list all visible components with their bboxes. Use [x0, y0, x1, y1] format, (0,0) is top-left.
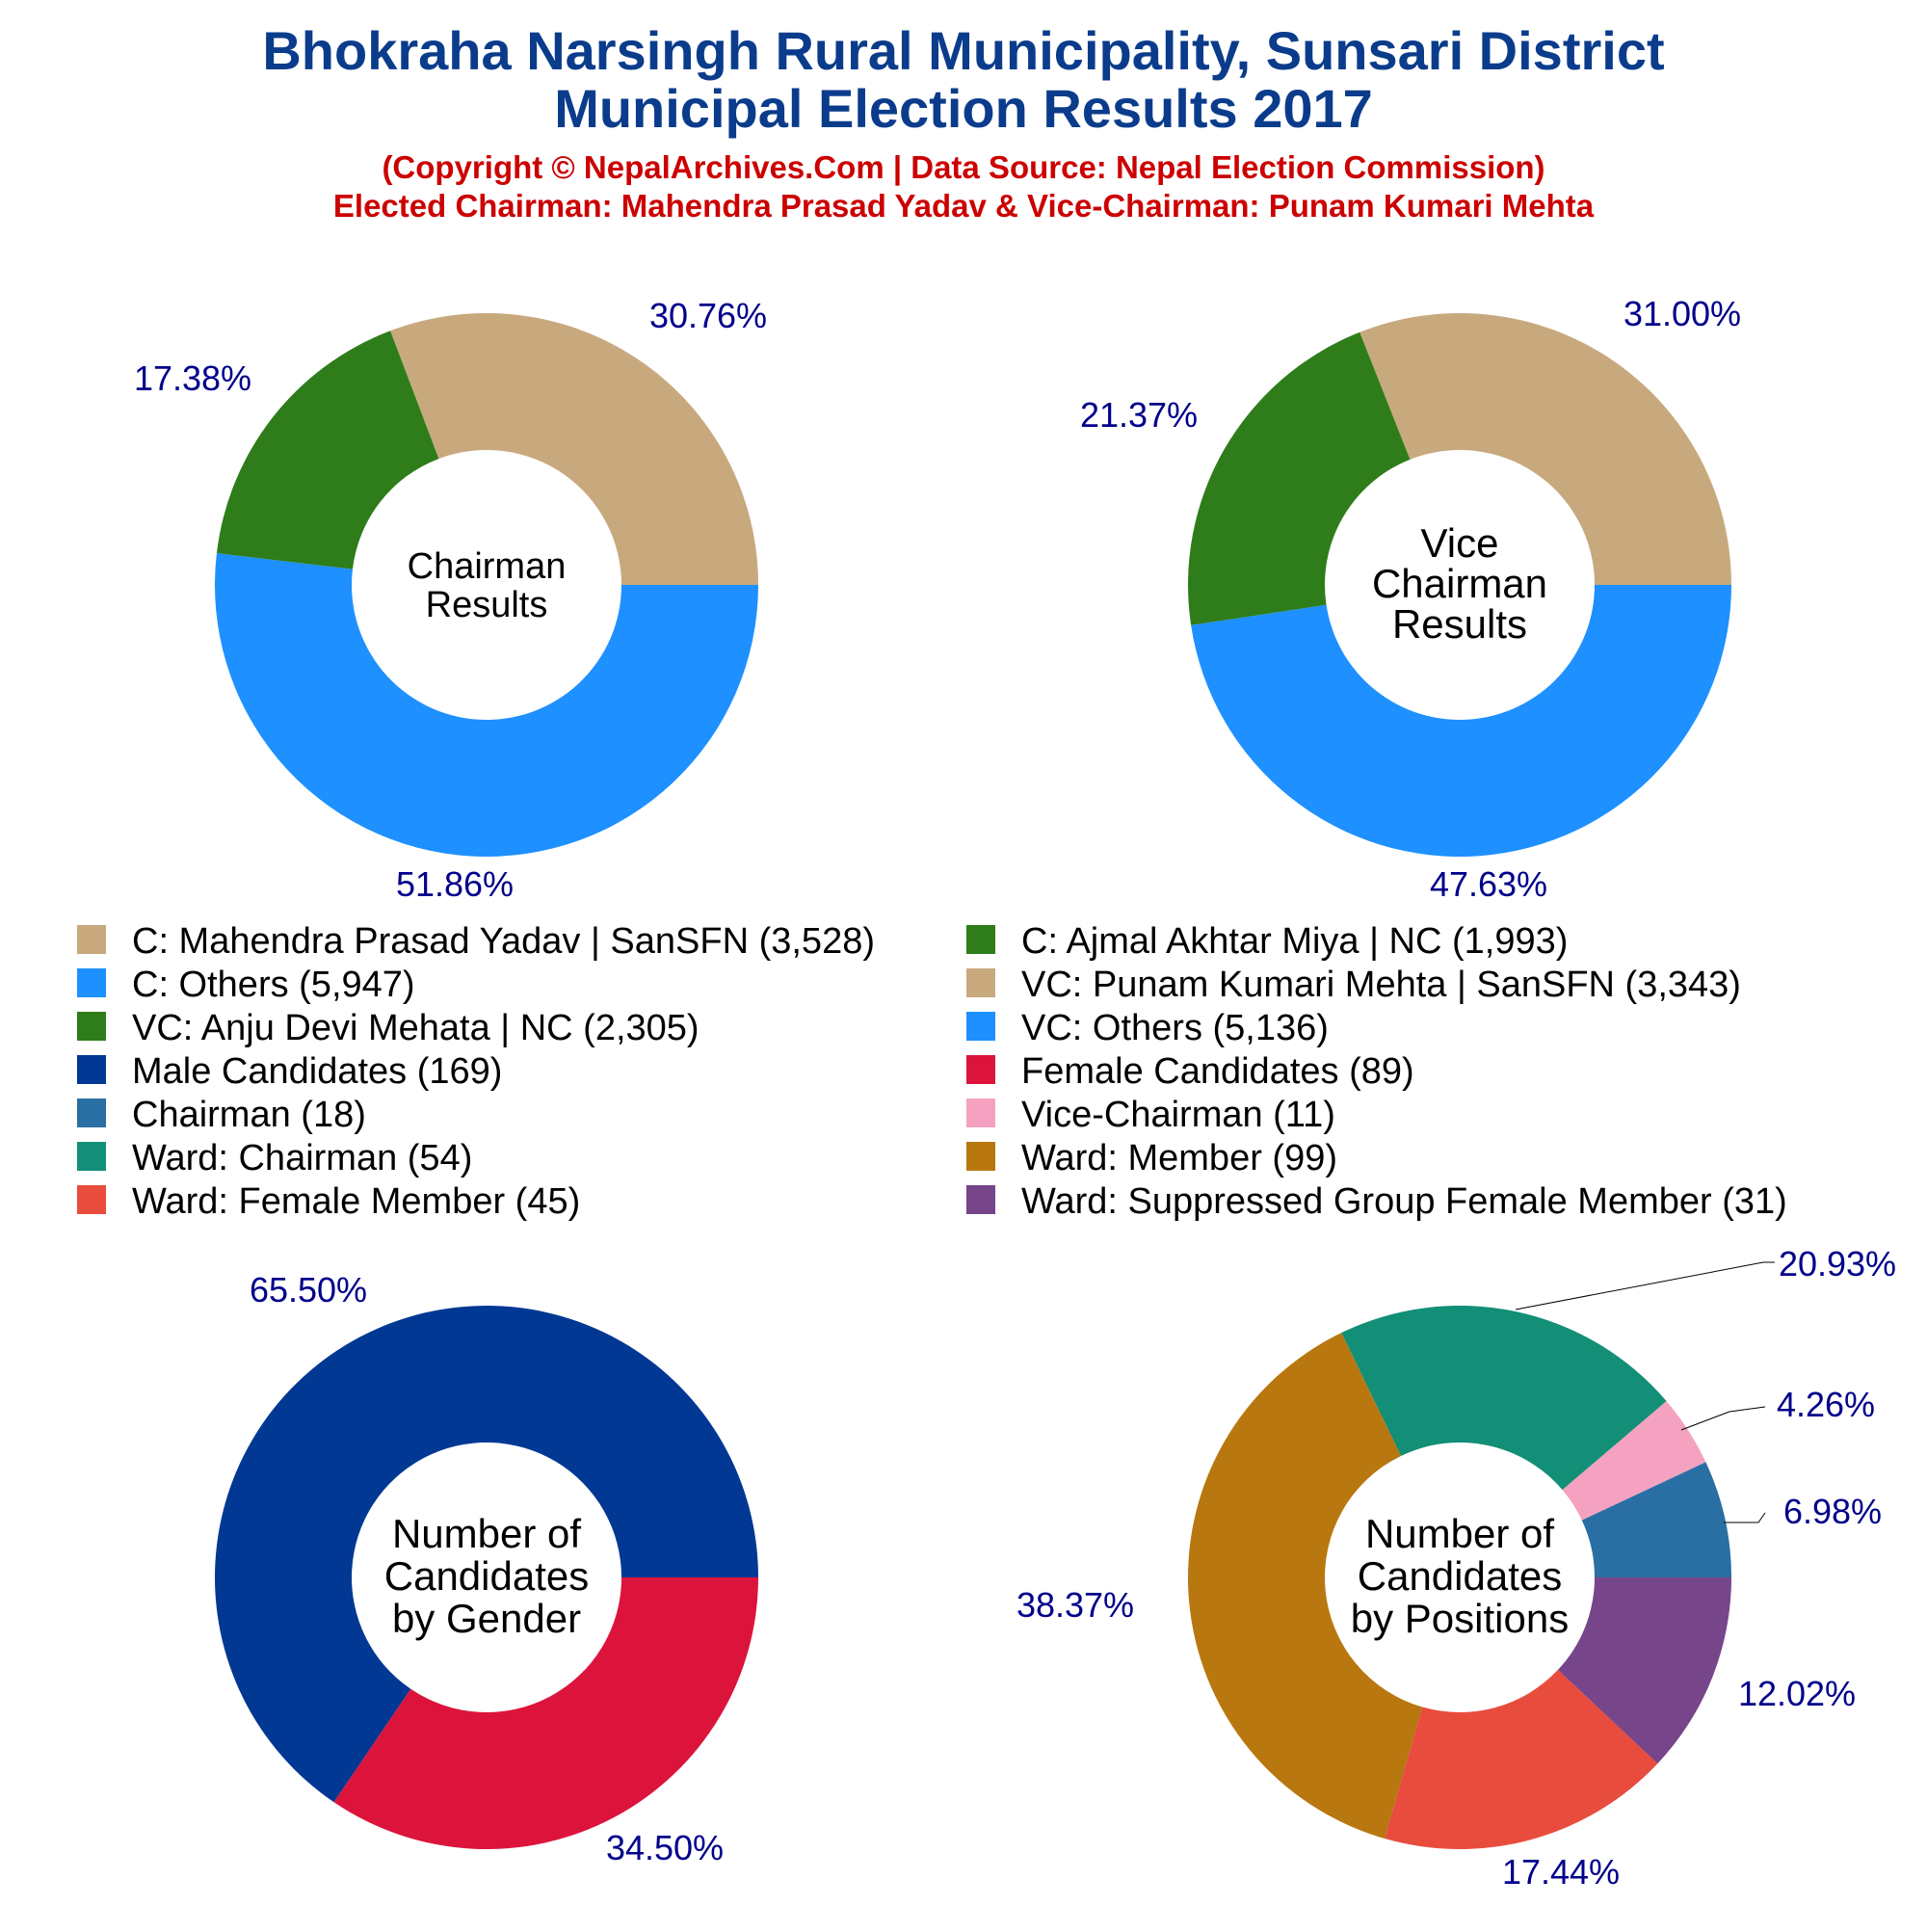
legend-swatch: [77, 1142, 106, 1171]
legend-swatch: [966, 925, 995, 954]
leader-line: [1724, 1512, 1766, 1523]
legend-label: VC: Anju Devi Mehata | NC (2,305): [132, 1008, 700, 1048]
subtitle-line-1: (Copyright © NepalArchives.Com | Data So…: [382, 149, 1544, 185]
legend-swatch: [966, 1098, 995, 1127]
center-label-line: Candidates: [384, 1553, 589, 1599]
legend-label: VC: Others (5,136): [1021, 1008, 1329, 1048]
center-label-line: Chairman: [1372, 561, 1547, 606]
percent-label: 51.86%: [396, 864, 514, 904]
percent-label: 6.98%: [1783, 1492, 1882, 1531]
slice-vc-anju-devi-mehata-nc: [1188, 331, 1411, 625]
legend-swatch: [966, 1055, 995, 1084]
legend-label: C: Others (5,947): [132, 965, 415, 1005]
slice-ward-member: [1188, 1333, 1423, 1839]
percent-label: 20.93%: [1779, 1244, 1896, 1284]
legend-swatch: [77, 1055, 106, 1084]
legend-label: VC: Punam Kumari Mehta | SanSFN (3,343): [1021, 965, 1741, 1005]
slice-ward-female-member: [1385, 1669, 1658, 1849]
percent-label: 17.38%: [134, 358, 251, 398]
percent-label: 17.44%: [1502, 1852, 1620, 1892]
center-label-line: Number of: [392, 1511, 581, 1556]
slice-vc-others: [1191, 585, 1731, 858]
title-line-2: Municipal Election Results 2017: [554, 78, 1373, 139]
legend-swatch: [966, 1012, 995, 1041]
percent-label: 47.63%: [1430, 864, 1547, 904]
percent-label: 34.50%: [606, 1828, 724, 1867]
legend-swatch: [77, 968, 106, 997]
percent-label: 38.37%: [1016, 1585, 1134, 1625]
center-label-line: Results: [426, 585, 548, 625]
legend-label: Vice-Chairman (11): [1021, 1095, 1335, 1135]
percent-label: 21.37%: [1080, 395, 1198, 435]
slice-chairman: [1581, 1462, 1732, 1577]
legend-label: Male Candidates (169): [132, 1051, 502, 1092]
legend-label: Ward: Female Member (45): [132, 1181, 580, 1222]
legend-label: Female Candidates (89): [1021, 1051, 1414, 1092]
legend-swatch: [966, 1185, 995, 1214]
legend-label: C: Mahendra Prasad Yadav | SanSFN (3,528…: [132, 921, 875, 962]
legend-label: Ward: Chairman (54): [132, 1138, 472, 1178]
candidates-by-positions-donut: 6.98% 4.26% 20.93% 38.37% 17.44% 12.02% Number…: [1016, 1244, 1896, 1892]
legend-label: Chairman (18): [132, 1095, 366, 1135]
center-label-line: by Gender: [392, 1596, 581, 1641]
legend-swatch: [966, 1142, 995, 1171]
center-label-line: Chairman: [408, 546, 567, 587]
leader-line: [1515, 1261, 1775, 1310]
percent-label: 31.00%: [1623, 294, 1741, 333]
center-label-line: Vice: [1421, 520, 1499, 566]
slice-ward-chairman: [1341, 1306, 1667, 1491]
center-label-line: by Positions: [1351, 1596, 1569, 1641]
slice-c-mahendra-prasad-yadav-sansfn: [390, 313, 758, 585]
legend-label: C: Ajmal Akhtar Miya | NC (1,993): [1021, 921, 1568, 962]
percent-label: 65.50%: [250, 1270, 367, 1310]
slice-c-ajmal-akhtar-miya-nc: [216, 331, 439, 569]
percent-label: 30.76%: [649, 296, 767, 335]
legend-swatch: [77, 1185, 106, 1214]
subtitle-line-2: Elected Chairman: Mahendra Prasad Yadav …: [333, 188, 1595, 224]
percent-label: 12.02%: [1738, 1674, 1856, 1713]
legend: C: Mahendra Prasad Yadav | SanSFN (3,528…: [77, 921, 1787, 1222]
percent-label: 4.26%: [1777, 1385, 1875, 1424]
leader-line: [1680, 1406, 1766, 1431]
legend-swatch: [77, 1098, 106, 1127]
slice-ward-suppressed-group-female-member: [1557, 1577, 1731, 1764]
legend-swatch: [966, 968, 995, 997]
legend-swatch: [77, 1012, 106, 1041]
legend-label: Ward: Member (99): [1021, 1138, 1337, 1178]
slice-female-candidates: [333, 1577, 758, 1849]
slice-male-candidates: [214, 1305, 758, 1803]
slice-vice-chairman: [1562, 1400, 1706, 1521]
center-label-line: Results: [1392, 601, 1527, 647]
slice-c-others: [214, 553, 758, 858]
slice-vc-punam-kumari-mehta-sansfn: [1359, 312, 1731, 585]
title-line-1: Bhokraha Narsingh Rural Municipality, Su…: [262, 20, 1664, 81]
legend-swatch: [77, 925, 106, 954]
center-label-line: Number of: [1365, 1511, 1554, 1556]
center-label-line: Candidates: [1358, 1553, 1562, 1599]
legend-label: Ward: Suppressed Group Female Member (31…: [1021, 1181, 1787, 1222]
